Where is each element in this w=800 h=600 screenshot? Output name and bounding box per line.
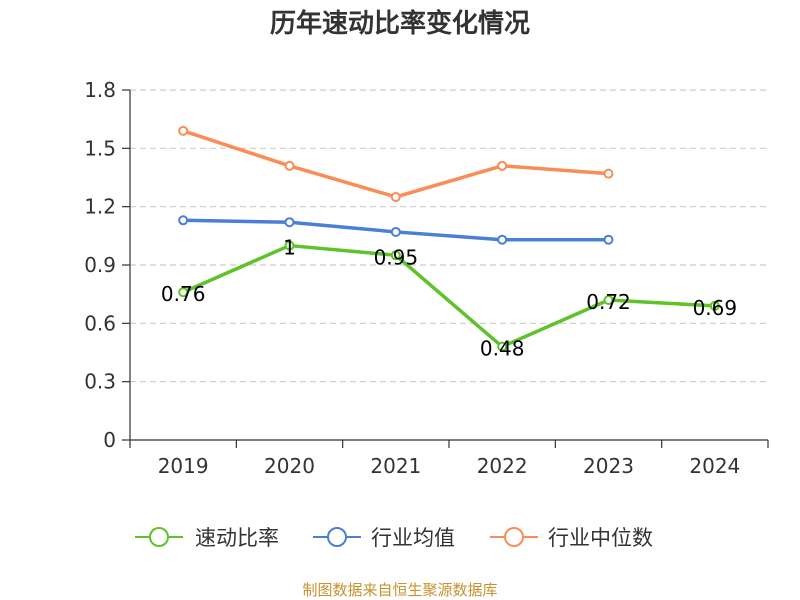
y-tick-label: 0.6 — [84, 311, 116, 335]
axes: 0 0.3 0.6 0.9 1.2 1.5 1.8 2019 2020 2021 2022 2023 2… — [84, 78, 769, 478]
x-tick-label: 2021 — [370, 454, 421, 478]
data-point — [603, 168, 614, 179]
legend-marker-icon — [504, 527, 524, 547]
series-line — [182, 243, 715, 349]
data-point — [497, 234, 508, 245]
x-tick-label: 2020 — [264, 454, 315, 478]
data-point — [284, 217, 295, 228]
data-point — [603, 295, 614, 305]
data-point — [390, 191, 401, 202]
legend-marker-icon — [327, 527, 347, 547]
data-point — [709, 300, 720, 311]
y-tick-label: 1.8 — [84, 78, 116, 102]
y-tick-label: 0 — [103, 428, 116, 452]
legend-marker-icon — [149, 527, 169, 547]
data-label: 1 — [283, 236, 296, 260]
data-point — [178, 287, 189, 298]
x-tick-label: 2023 — [583, 454, 634, 478]
data-label: 0.76 — [161, 282, 206, 306]
x-tick-label: 2024 — [689, 454, 740, 478]
data-point — [603, 234, 614, 245]
legend[interactable]: 速动比率 行业均值 行业中位数 — [135, 526, 653, 550]
data-point — [497, 341, 508, 352]
data-label: 0.48 — [480, 337, 525, 361]
y-tick-label: 1.2 — [84, 195, 116, 219]
data-label: 0.69 — [693, 296, 738, 320]
y-tick-label: 1.5 — [84, 136, 116, 160]
data-point — [178, 215, 189, 226]
data-labels: 0.76 1 0.95 0.48 0.72 0.69 — [161, 236, 737, 361]
series-line — [182, 129, 609, 199]
chart-title: 历年速动比率变化情况 — [270, 8, 530, 39]
legend-item-label: 行业均值 — [371, 526, 455, 550]
source-note: 制图数据来自恒生聚源数据库 — [302, 581, 497, 599]
data-point — [178, 125, 189, 136]
data-point — [390, 250, 401, 261]
data-label: 0.95 — [374, 245, 419, 269]
x-tick-label: 2019 — [158, 454, 209, 478]
grid-lines — [130, 89, 768, 383]
data-point — [497, 160, 508, 171]
legend-item-label: 速动比率 — [195, 526, 279, 550]
data-point — [284, 240, 295, 251]
legend-item-label: 行业中位数 — [548, 526, 653, 550]
data-point — [390, 226, 401, 237]
y-tick-label: 0.3 — [84, 370, 116, 394]
y-tick-label: 0.9 — [84, 253, 116, 277]
series-lines — [178, 125, 720, 352]
x-tick-label: 2022 — [477, 454, 528, 478]
data-point — [284, 160, 295, 171]
data-label: 0.72 — [586, 290, 631, 314]
